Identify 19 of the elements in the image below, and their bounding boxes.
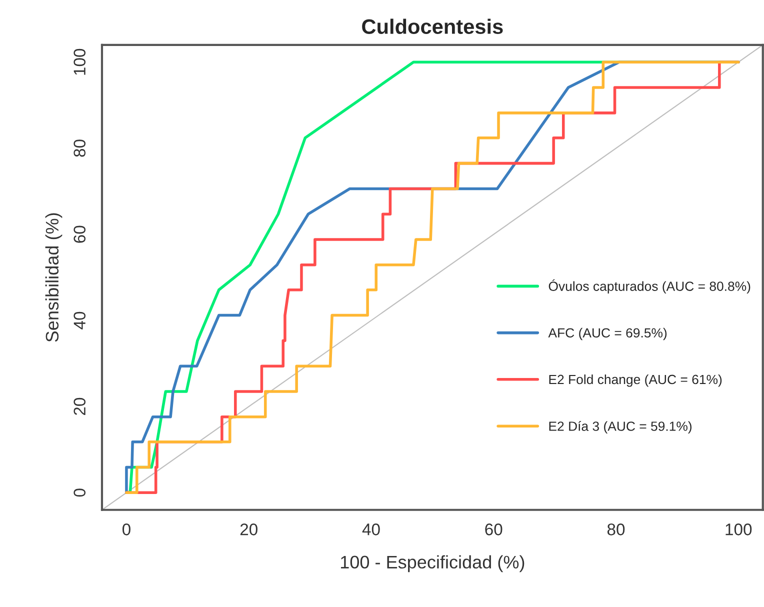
y-axis-title: Sensibilidad (%) bbox=[45, 213, 62, 342]
legend-label: Óvulos capturados (AUC = 80.8%) bbox=[548, 279, 750, 294]
chart-title: Culdocentesis bbox=[362, 18, 503, 34]
x-tick-label: 0 bbox=[122, 524, 130, 536]
y-tick-label: 20 bbox=[74, 398, 86, 415]
legend-label: AFC (AUC = 69.5%) bbox=[548, 328, 667, 340]
x-axis-title: 100 - Especificidad (%) bbox=[340, 555, 524, 572]
y-tick-label: 80 bbox=[74, 140, 86, 157]
y-tick-label: 40 bbox=[74, 312, 86, 330]
x-tick-label: 60 bbox=[485, 524, 502, 536]
x-tick-label: 100 bbox=[726, 524, 752, 536]
x-tick-label: 20 bbox=[240, 524, 258, 536]
y-tick-label: 0 bbox=[74, 488, 86, 497]
legend-label: E2 Fold change (AUC = 61%) bbox=[549, 374, 722, 387]
x-tick-label: 80 bbox=[607, 524, 625, 536]
legend-label: E2 Día 3 (AUC = 59.1%) bbox=[549, 421, 692, 434]
y-tick-label: 60 bbox=[74, 226, 86, 243]
x-tick-label: 40 bbox=[362, 524, 380, 536]
y-tick-label: 100 bbox=[74, 48, 86, 75]
